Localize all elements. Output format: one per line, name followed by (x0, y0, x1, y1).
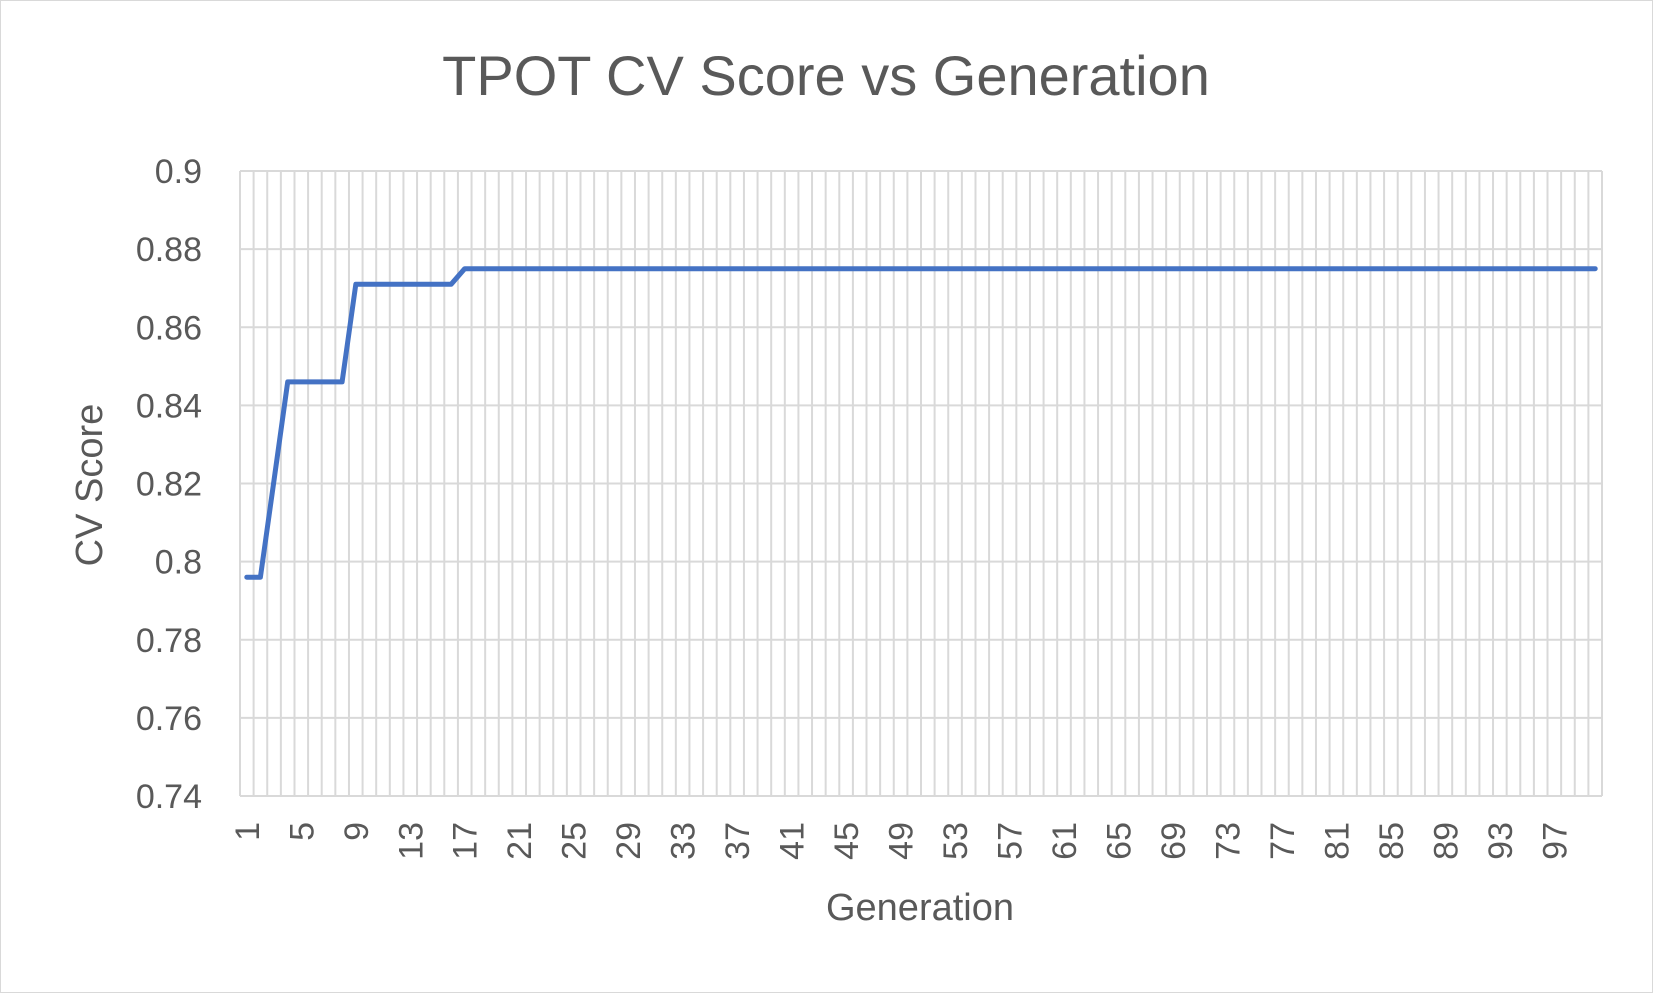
y-tick-label: 0.84 (136, 387, 202, 425)
x-axis-tick-labels: 1 5 9 13 17 21 25 29 33 37 41 45 49 53 57 61 65 69 73 77 81 8… (229, 822, 1575, 860)
x-tick-label: 81 (1318, 822, 1356, 860)
x-tick-label: 33 (665, 822, 703, 860)
x-tick-label: 41 (774, 822, 812, 860)
x-tick-label: 5 (283, 822, 321, 841)
y-tick-label: 0.74 (136, 778, 202, 816)
x-tick-label: 69 (1155, 822, 1193, 860)
y-tick-label: 0.78 (136, 622, 202, 660)
x-tick-label: 73 (1209, 822, 1247, 860)
x-tick-label: 77 (1264, 822, 1302, 860)
chart-title: TPOT CV Score vs Generation (442, 44, 1210, 107)
x-tick-label: 9 (338, 822, 376, 841)
x-tick-label: 93 (1482, 822, 1520, 860)
x-tick-label: 53 (937, 822, 975, 860)
y-tick-label: 0.8 (155, 544, 202, 582)
x-tick-label: 17 (447, 822, 485, 860)
x-tick-label: 61 (1046, 822, 1084, 860)
x-tick-label: 49 (883, 822, 921, 860)
x-axis-title: Generation (826, 887, 1014, 929)
y-tick-label: 0.88 (136, 231, 202, 269)
x-tick-label: 89 (1427, 822, 1465, 860)
y-tick-label: 0.76 (136, 700, 202, 738)
y-tick-label: 0.9 (155, 153, 202, 191)
x-tick-label: 45 (828, 822, 866, 860)
x-tick-label: 1 (229, 822, 267, 841)
x-tick-label: 37 (719, 822, 757, 860)
x-tick-label: 85 (1373, 822, 1411, 860)
x-tick-label: 21 (501, 822, 539, 860)
x-tick-label: 65 (1100, 822, 1138, 860)
y-axis-title: CV Score (69, 404, 111, 567)
x-tick-label: 13 (392, 822, 430, 860)
x-tick-label: 29 (610, 822, 648, 860)
horizontal-gridlines (240, 170, 1602, 797)
x-tick-label: 25 (556, 822, 594, 860)
y-tick-label: 0.82 (136, 466, 202, 504)
series-layer (244, 266, 1598, 580)
series-line (244, 266, 1598, 580)
x-tick-label: 97 (1536, 822, 1574, 860)
x-tick-label: 57 (992, 822, 1030, 860)
y-axis-tick-labels: 0.9 0.88 0.86 0.84 0.82 0.8 0.78 0.76 0.74 (136, 153, 202, 816)
y-tick-label: 0.86 (136, 309, 202, 347)
